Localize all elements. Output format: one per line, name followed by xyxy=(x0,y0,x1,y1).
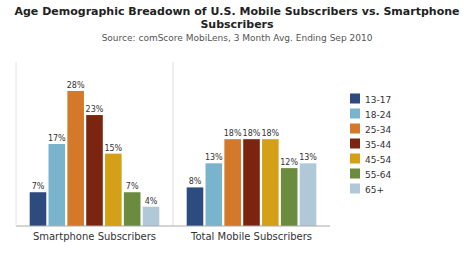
bars xyxy=(30,91,317,226)
legend-label: 45-54 xyxy=(365,155,391,165)
data-label: 13% xyxy=(205,153,223,162)
bar xyxy=(243,139,260,226)
bar xyxy=(281,168,298,226)
data-label: 18% xyxy=(261,129,279,138)
chart: Age Demographic Breadown of U.S. Mobile … xyxy=(0,0,474,268)
group-separator xyxy=(173,62,174,226)
data-label: 12% xyxy=(280,158,298,167)
legend: 13-17 18-24 25-34 35-44 45-54 55-64 65+ xyxy=(350,94,391,195)
legend-swatch xyxy=(350,154,360,164)
legend-swatch xyxy=(350,184,360,194)
data-label: 18% xyxy=(243,129,261,138)
bar xyxy=(224,139,241,226)
data-label: 28% xyxy=(67,81,85,90)
legend-swatch xyxy=(350,94,360,104)
data-label: 7% xyxy=(32,182,45,191)
bar xyxy=(105,154,122,226)
x-tick-label: Smartphone Subscribers xyxy=(33,231,156,242)
bar xyxy=(30,192,47,226)
legend-label: 65+ xyxy=(365,185,384,195)
data-label: 4% xyxy=(145,197,158,206)
legend-swatch xyxy=(350,124,360,134)
data-label: 8% xyxy=(189,177,202,186)
bar xyxy=(124,192,141,226)
legend-swatch xyxy=(350,109,360,119)
subtitle: Source: comScore MobiLens, 3 Month Avg. … xyxy=(102,33,373,43)
bar xyxy=(206,163,223,226)
bar xyxy=(49,144,66,226)
legend-swatch xyxy=(350,139,360,149)
legend-label: 13-17 xyxy=(365,95,391,105)
x-axis xyxy=(16,226,330,227)
data-label: 18% xyxy=(224,129,242,138)
data-label: 17% xyxy=(48,134,66,143)
data-label: 23% xyxy=(86,105,104,114)
data-label: 15% xyxy=(104,144,122,153)
legend-label: 18-24 xyxy=(365,110,391,120)
legend-swatch xyxy=(350,169,360,179)
title: Age Demographic Breadown of U.S. Mobile … xyxy=(14,5,459,18)
bar xyxy=(143,207,160,226)
bar xyxy=(67,91,84,226)
legend-label: 25-34 xyxy=(365,125,391,135)
data-label: 13% xyxy=(299,153,317,162)
bar xyxy=(300,163,317,226)
bar xyxy=(262,139,279,226)
legend-label: 35-44 xyxy=(365,140,391,150)
bar xyxy=(187,187,204,226)
x-tick-label: Total Mobile Subscribers xyxy=(190,231,312,242)
title: Subscribers xyxy=(200,18,274,31)
data-labels: 7% 8% 17% 13% 28% 18% 23% 18% 15% 18% 7% 12% 4% 13% xyxy=(32,81,318,206)
data-label: 7% xyxy=(126,182,139,191)
legend-label: 55-64 xyxy=(365,170,391,180)
bar xyxy=(86,115,103,226)
y-axis xyxy=(16,62,17,226)
